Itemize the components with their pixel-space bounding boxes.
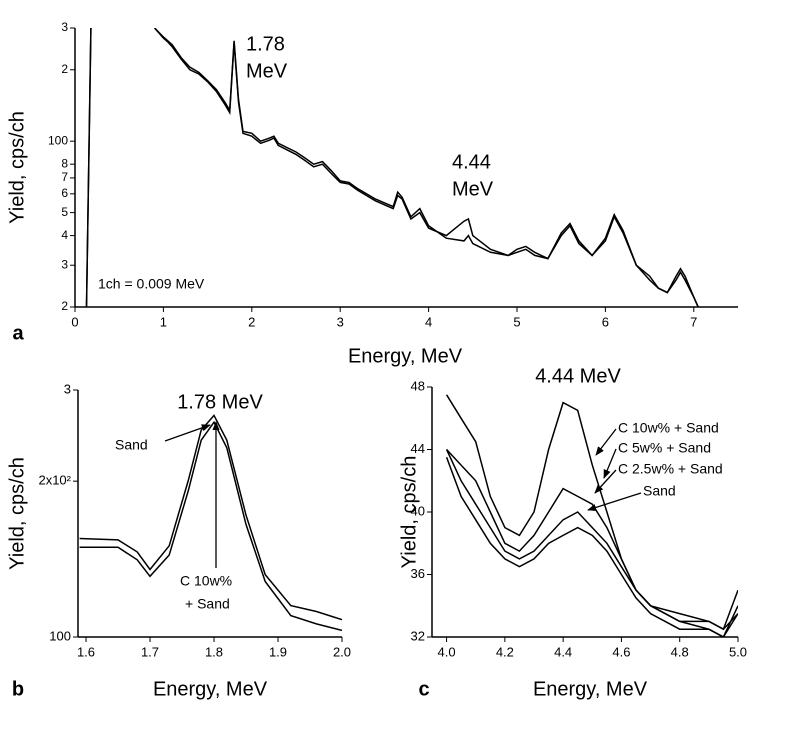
x-axis-label: Energy, MeV (348, 345, 463, 367)
data-line (445, 457, 738, 637)
x-axis-label: Energy, MeV (153, 678, 268, 700)
annotation: Sand (115, 437, 148, 453)
x-tick-label: 6 (602, 314, 609, 329)
x-tick-label: 1.6 (77, 644, 95, 659)
x-tick-label: 4 (425, 314, 432, 329)
y-tick-label: 40 (411, 503, 425, 518)
y-tick-label: 2 (61, 62, 68, 76)
arrow (603, 448, 617, 479)
legend-label: C 2.5w% + Sand (618, 461, 723, 477)
y-axis-label: Yield, cps/ch (6, 111, 28, 224)
data-line (79, 414, 342, 621)
data-line (85, 28, 699, 307)
x-tick-label: 7 (690, 314, 697, 329)
x-tick-label: 4.6 (612, 644, 630, 659)
panel: 4.0 4.2 4.4 4.6 4.8 5.0 32 36 40 44 48 Energy, MeV Y… (398, 365, 747, 700)
annotation: MeV (452, 178, 494, 200)
y-tick-label: 100 (48, 133, 68, 147)
chart-title: 1.78 MeV (177, 391, 263, 413)
x-tick-label: 5.0 (729, 644, 747, 659)
y-tick-label: 100 (49, 628, 71, 643)
data-line (446, 448, 738, 631)
x-tick-label: 4.0 (438, 644, 456, 659)
y-tick-label: 7 (61, 170, 68, 184)
annotation: 4.44 (452, 151, 491, 173)
y-tick-label: 6 (61, 186, 68, 200)
annotation: 1ch = 0.009 MeV (98, 276, 205, 292)
data-line (79, 420, 342, 632)
arrow (594, 469, 617, 494)
y-axis-label: Yield, cps/ch (6, 457, 28, 570)
x-tick-label: 2 (248, 314, 255, 329)
y-tick-label: 48 (411, 378, 425, 393)
panel-label: c (418, 678, 429, 700)
x-tick-label: 1 (160, 314, 167, 329)
arrow (587, 492, 642, 511)
panel: 1.6 1.7 1.8 1.9 2.0 3 2x10² 100 Energy, MeV Yield… (6, 381, 351, 700)
y-tick-label: 2 (61, 299, 68, 313)
y-tick-label: 36 (411, 566, 425, 581)
data-line (85, 28, 699, 307)
x-tick-label: 3 (337, 314, 344, 329)
data-line (445, 449, 738, 637)
y-axis-label: Yield, cps/ch (398, 456, 420, 569)
annotation: MeV (246, 60, 288, 82)
x-tick-label: 2.0 (333, 644, 351, 659)
chart-title: 4.44 MeV (535, 365, 621, 387)
y-tick-label: 3 (61, 257, 68, 271)
y-tick-label: 3 (64, 381, 71, 396)
x-tick-label: 4.2 (496, 644, 514, 659)
x-tick-label: 4.8 (671, 644, 689, 659)
annotation: C 10w% (180, 573, 232, 589)
legend-label: C 10w% + Sand (618, 420, 719, 436)
y-tick-label: 4 (61, 228, 68, 242)
x-tick-label: 1.8 (205, 644, 223, 659)
y-tick-label: 32 (411, 628, 425, 643)
x-axis-label: Energy, MeV (533, 678, 648, 700)
y-tick-label: 2x10² (38, 473, 71, 488)
panel-label: a (12, 322, 24, 344)
arrow (595, 428, 617, 456)
annotation: + Sand (185, 596, 230, 612)
panel-label: b (12, 678, 24, 700)
y-tick-label: 5 (61, 205, 68, 219)
y-tick-label: 8 (61, 156, 68, 170)
legend-label: Sand (643, 483, 676, 499)
x-tick-label: 0 (71, 314, 78, 329)
annotation: 1.78 (246, 33, 285, 55)
x-tick-label: 5 (513, 314, 520, 329)
y-tick-label: 44 (411, 441, 425, 456)
y-tick-label: 3 (61, 20, 68, 34)
legend-label: C 5w% + Sand (618, 440, 711, 456)
x-tick-label: 4.4 (554, 644, 572, 659)
x-tick-label: 1.7 (141, 644, 159, 659)
x-tick-label: 1.9 (269, 644, 287, 659)
